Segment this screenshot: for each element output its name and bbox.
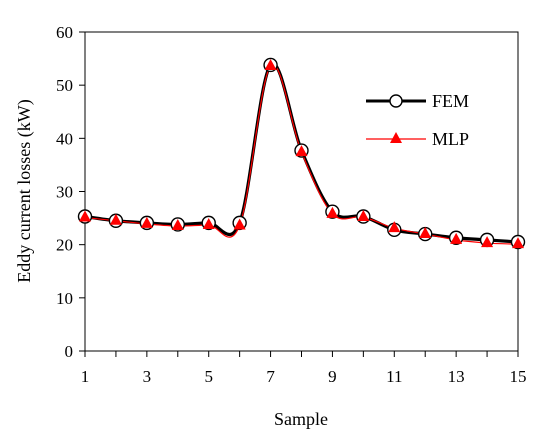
legend: FEM MLP — [366, 91, 469, 149]
x-tick-label: 5 — [204, 367, 213, 386]
y-tick-label: 40 — [56, 129, 73, 148]
x-axis-title: Sample — [274, 409, 328, 429]
x-tick-label: 7 — [266, 367, 275, 386]
x-tick-label: 1 — [81, 367, 90, 386]
x-tick-label: 9 — [328, 367, 337, 386]
series-layer — [77, 57, 526, 250]
x-tick-label: 3 — [143, 367, 152, 386]
series-line-mlp — [84, 64, 519, 245]
mlp-point — [171, 219, 184, 231]
y-axis-title: Eddy current losses (kW) — [14, 99, 35, 282]
mlp-point — [357, 210, 370, 222]
legend-mlp-marker — [390, 132, 402, 143]
mlp-point — [419, 227, 432, 239]
y-axis-ticks: 0 10 20 30 40 50 60 — [56, 23, 85, 361]
y-tick-label: 60 — [56, 23, 73, 42]
y-tick-label: 20 — [56, 236, 73, 255]
mlp-point — [481, 236, 494, 248]
y-tick-label: 0 — [65, 342, 74, 361]
x-tick-label: 11 — [386, 367, 402, 386]
mlp-point — [264, 59, 277, 71]
mlp-point — [512, 237, 524, 249]
mlp-point — [326, 206, 339, 218]
mlp-point — [202, 217, 215, 229]
legend-mlp-label: MLP — [432, 129, 469, 149]
x-tick-label: 13 — [448, 367, 465, 386]
mlp-point — [140, 216, 153, 228]
x-tick-label: 15 — [510, 367, 527, 386]
plot-area-frame — [84, 31, 519, 352]
mlp-point — [295, 145, 308, 157]
legend-fem-marker — [389, 94, 403, 108]
legend-fem-label: FEM — [432, 91, 469, 111]
mlp-point — [233, 218, 246, 230]
mlp-point — [450, 232, 463, 244]
mlp-point — [79, 210, 91, 222]
y-tick-label: 10 — [56, 289, 73, 308]
x-axis-ticks: 1 3 5 7 9 11 13 15 — [81, 351, 527, 386]
mlp-point — [388, 221, 401, 233]
mlp-point — [109, 213, 122, 225]
y-tick-label: 50 — [56, 76, 73, 95]
y-tick-label: 30 — [56, 183, 73, 202]
